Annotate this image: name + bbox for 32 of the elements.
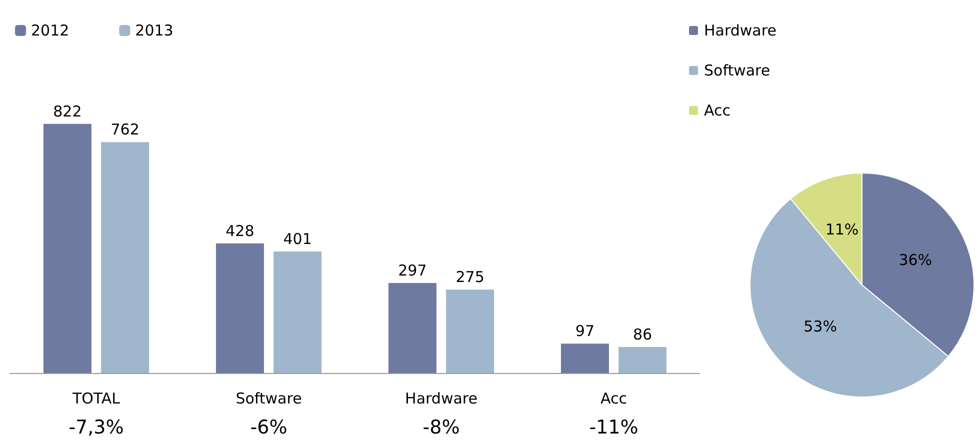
- data-label: 297: [398, 262, 427, 280]
- x-tick-label: Acc: [600, 390, 627, 408]
- x-tick-label: Software: [236, 390, 302, 408]
- data-label: 822: [53, 102, 82, 120]
- bar: [43, 124, 92, 373]
- legend-label: Acc: [704, 102, 730, 120]
- data-label: 97: [575, 322, 594, 340]
- bar: [274, 251, 322, 373]
- text: -8%: [422, 416, 460, 438]
- legend-label: Hardware: [704, 22, 776, 40]
- data-label: 401: [283, 230, 312, 248]
- data-label: 275: [456, 268, 484, 286]
- bar: [101, 142, 150, 373]
- legend-label: 2013: [135, 22, 174, 40]
- legend-label: Software: [704, 62, 770, 80]
- data-label: 53%: [804, 318, 837, 336]
- data-label: 36%: [898, 250, 932, 269]
- data-label: 762: [110, 120, 140, 139]
- x-tick-label: Hardware: [405, 390, 478, 408]
- data-label: 86: [633, 325, 652, 344]
- legend-label: 2012: [31, 22, 70, 40]
- bar: [560, 344, 609, 373]
- x-tick-label: TOTAL: [71, 390, 121, 408]
- bar: [618, 346, 667, 373]
- data-label: 11%: [825, 220, 859, 238]
- text: -6%: [250, 416, 288, 438]
- text: -11%: [589, 416, 638, 438]
- text: -7,3%: [68, 416, 124, 438]
- bar: [388, 283, 436, 373]
- data-label: 428: [226, 222, 254, 240]
- bar: [216, 243, 264, 373]
- bar: [446, 290, 494, 373]
